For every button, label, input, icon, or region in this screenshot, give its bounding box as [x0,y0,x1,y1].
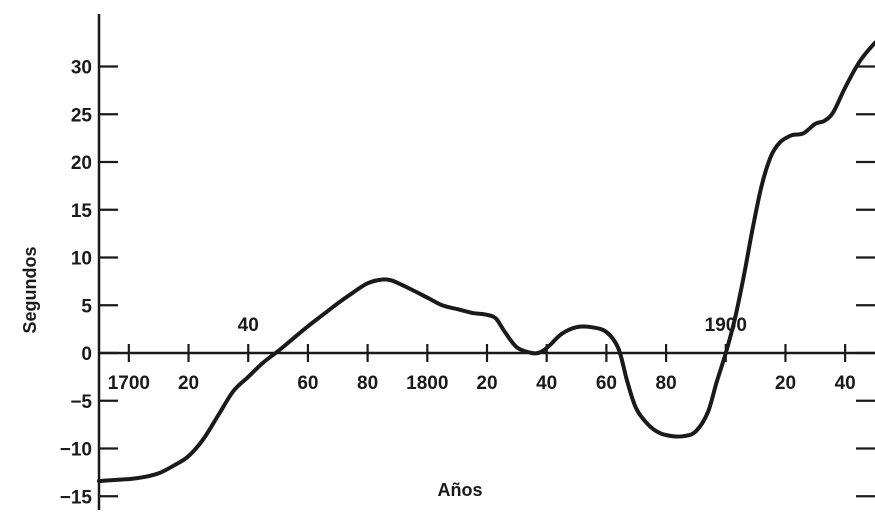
y-tick-label: 0 [81,344,92,365]
x-ticks: 1700 20 40 60 80 1800 20 40 60 80 1900 20 40 [108,315,856,394]
x-tick-label: 60 [297,373,318,394]
y-tick-label: 30 [71,58,92,79]
x-tick-label: 20 [476,373,497,394]
y-tick-label: −5 [70,392,92,413]
y-tick-label: −10 [60,440,92,461]
y-tick-label: −15 [60,487,93,508]
y-tick-label: 20 [71,153,92,174]
y-axis-title: Segundos [20,246,40,333]
x-tick-label: 60 [596,373,617,394]
x-tick-label: 80 [357,373,378,394]
x-tick-label: 80 [656,373,677,394]
y-tick-label: 5 [81,296,92,317]
x-tick-label: 1900 [705,315,747,336]
x-tick-label: 1700 [108,373,150,394]
y-tick-label: 25 [71,105,93,126]
series-line [97,40,875,483]
x-tick-label: 40 [835,373,856,394]
left-y-ticks: 30 25 20 15 10 5 0 −5 −10 −15 [60,58,118,508]
x-tick-label: 40 [536,373,557,394]
x-tick-label: 40 [238,315,259,336]
x-tick-label: 20 [178,373,199,394]
y-tick-label: 15 [71,201,93,222]
y-tick-label: 10 [71,249,92,270]
x-axis-title: Años [438,480,483,500]
right-y-ticks [856,65,875,498]
x-tick-label: 20 [775,373,796,394]
x-tick-label: 1800 [406,373,448,394]
